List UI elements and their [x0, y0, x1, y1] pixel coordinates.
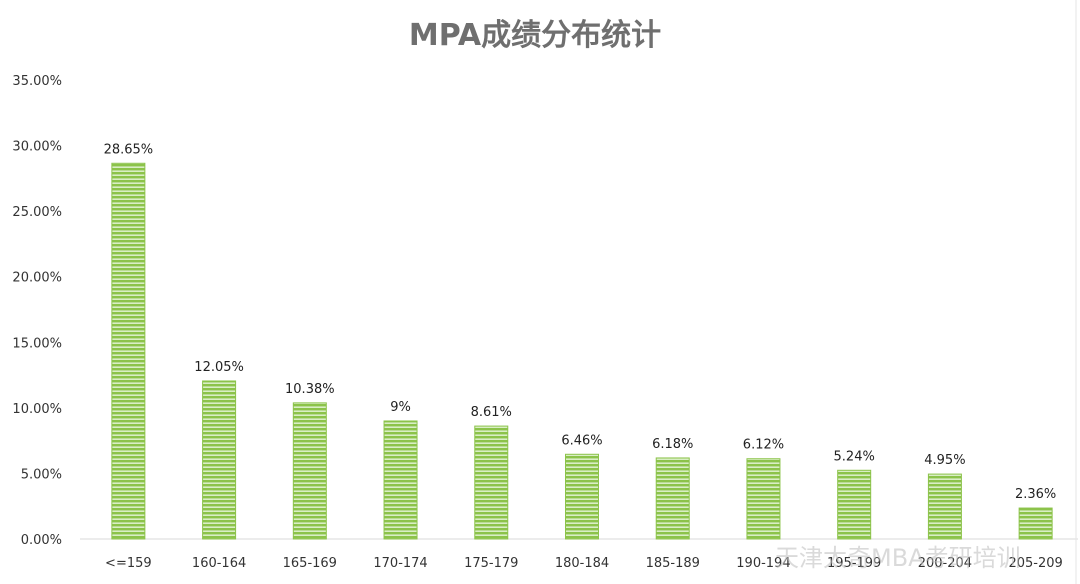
x-tick-label: 190-194	[736, 556, 790, 571]
bar	[111, 162, 146, 540]
bar	[655, 457, 690, 540]
y-tick-label: 10.00%	[12, 402, 62, 417]
bar	[565, 453, 599, 540]
bar	[746, 458, 781, 540]
y-tick-label: 35.00%	[12, 74, 62, 89]
y-tick-label: 0.00%	[21, 533, 62, 548]
watermark: 天津太奇MBA考研培训	[775, 544, 1021, 572]
data-labels: 28.65% 12.05% 10.38% 9% 8.61% 6.46% 6.18% 6.12%…	[104, 142, 1057, 502]
y-tick-label: 30.00%	[12, 140, 62, 155]
x-tick-label: 180-184	[555, 556, 609, 571]
data-label: 8.61%	[471, 405, 512, 420]
chart-title: MPA成绩分布统计	[409, 18, 661, 53]
x-tick-label: <=159	[105, 556, 152, 571]
x-tick-label: 195-199	[827, 556, 881, 571]
bar-series	[111, 162, 1053, 540]
y-axis-tick-labels: 0.00% 5.00% 10.00% 15.00% 20.00% 25.00% 30.00%…	[12, 74, 62, 548]
bar	[474, 425, 509, 540]
x-tick-label: 200-204	[918, 556, 972, 571]
y-tick-label: 25.00%	[12, 205, 62, 220]
data-label: 6.12%	[743, 438, 784, 453]
data-label: 10.38%	[285, 382, 335, 397]
bar	[292, 402, 327, 540]
x-tick-label: 175-179	[464, 556, 518, 571]
y-tick-label: 20.00%	[12, 271, 62, 286]
x-tick-label: 170-174	[373, 556, 427, 571]
bar	[383, 420, 418, 540]
data-label: 12.05%	[194, 360, 244, 375]
x-tick-label: 205-209	[1008, 556, 1062, 571]
x-axis-tick-labels: <=159 160-164 165-169 170-174 175-179 180-184…	[105, 556, 1063, 571]
y-tick-label: 15.00%	[12, 336, 62, 351]
bar	[202, 380, 237, 540]
data-label: 6.46%	[561, 433, 602, 448]
bar	[927, 473, 962, 540]
data-label: 4.95%	[924, 453, 965, 468]
x-tick-label: 185-189	[646, 556, 700, 571]
bar	[1018, 507, 1053, 540]
x-tick-label: 165-169	[283, 556, 337, 571]
data-label: 5.24%	[834, 449, 875, 464]
y-tick-label: 5.00%	[21, 467, 62, 482]
data-label: 28.65%	[104, 142, 154, 157]
x-tick-label: 160-164	[192, 556, 246, 571]
data-label: 6.18%	[652, 437, 693, 452]
data-label: 2.36%	[1015, 487, 1056, 502]
bar	[837, 469, 872, 540]
data-label: 9%	[390, 400, 411, 415]
